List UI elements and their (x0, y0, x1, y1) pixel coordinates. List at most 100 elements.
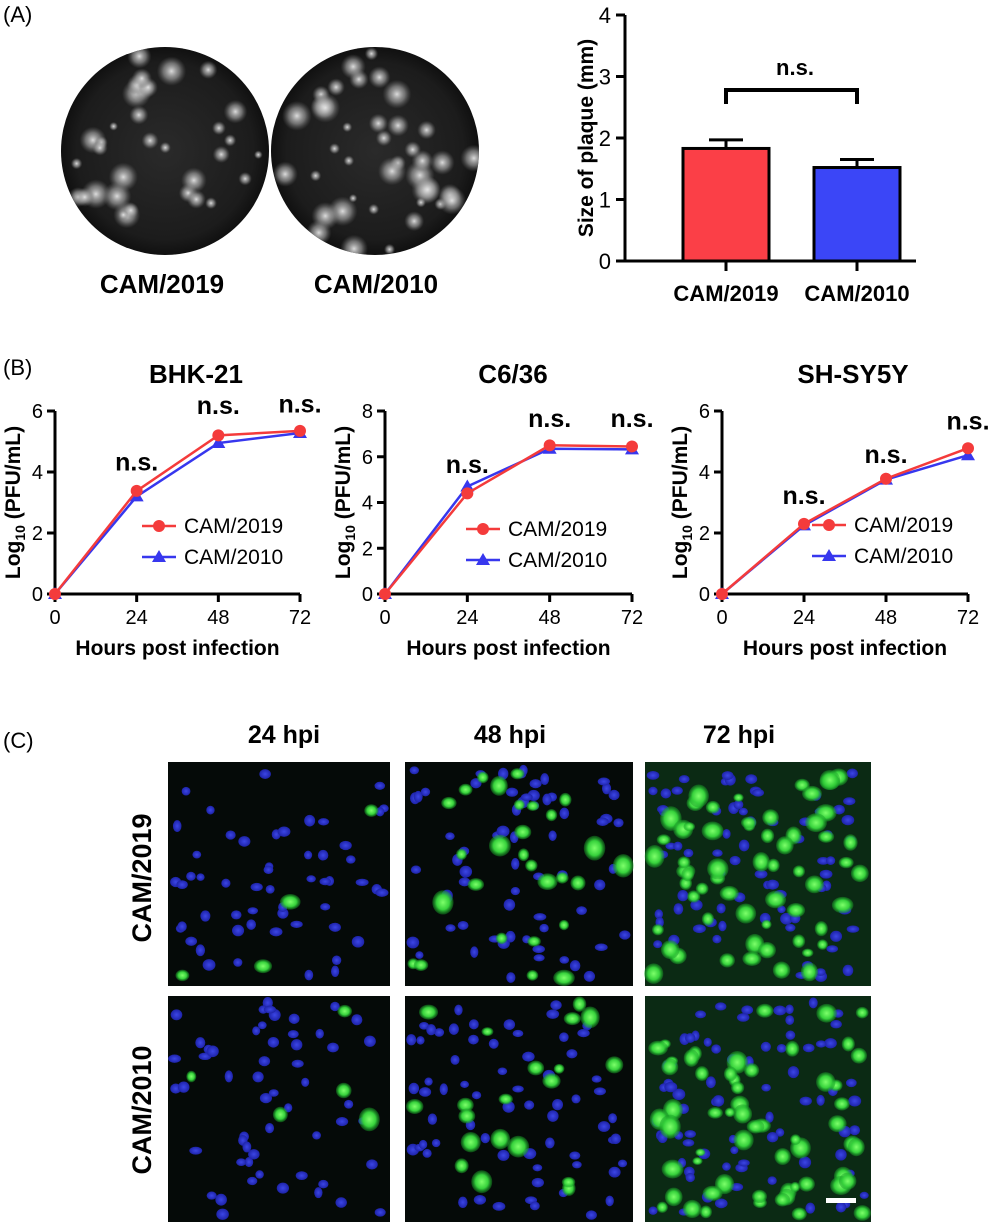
plaque-spot (306, 220, 332, 246)
infected-cell (661, 940, 680, 960)
data-point-circle (716, 588, 728, 600)
nucleus (335, 1197, 347, 1208)
nucleus (339, 840, 352, 851)
nucleus (306, 875, 316, 883)
nucleus (355, 878, 369, 887)
plaque-spot (131, 68, 152, 89)
infected-cell (471, 1170, 493, 1194)
nucleus (468, 1019, 479, 1030)
nucleus (673, 903, 684, 915)
nucleus (529, 1201, 540, 1211)
nucleus (450, 1054, 460, 1065)
nucleus (715, 1002, 727, 1011)
data-point-circle (798, 517, 810, 530)
infected-cell (253, 959, 273, 974)
nucleus (617, 1159, 628, 1168)
infected-cell (774, 1193, 791, 1207)
nucleus (186, 871, 196, 881)
infected-cell (719, 885, 739, 901)
nucleus (683, 848, 694, 858)
legend-label: CAM/2010 (854, 545, 953, 568)
nucleus (439, 1083, 448, 1096)
nucleus (754, 869, 768, 879)
nucleus (594, 943, 608, 951)
nucleus (236, 1158, 247, 1166)
nucleus (805, 1202, 816, 1214)
nucleus (848, 1095, 862, 1107)
nucleus (448, 1023, 459, 1035)
nucleus (172, 820, 182, 832)
infected-cell (651, 924, 664, 936)
nucleus (416, 1036, 425, 1045)
nucleus (591, 1075, 602, 1083)
nucleus (230, 910, 242, 920)
infected-cell (559, 792, 572, 807)
y-tick-label: 3 (599, 65, 611, 90)
nucleus (345, 855, 356, 864)
plaque-spot (417, 120, 436, 140)
nucleus (312, 1131, 321, 1140)
plaque-spot (309, 170, 322, 182)
plaque-spot (368, 66, 391, 89)
infected-cell (762, 809, 779, 826)
nucleus (550, 1000, 562, 1010)
legend-label: CAM/2019 (508, 518, 607, 541)
infected-cell (555, 872, 569, 884)
nucleus (835, 1148, 847, 1161)
data-point-circle (212, 429, 225, 442)
plaque-spot (310, 92, 341, 123)
nucleus (849, 1125, 861, 1136)
nucleus (608, 1113, 617, 1124)
nucleus (729, 855, 741, 866)
micrograph-r1-c1 (168, 762, 390, 986)
nucleus (244, 1156, 254, 1168)
micrograph-background (405, 762, 633, 986)
plaque-spot (340, 234, 368, 255)
nucleus (277, 826, 291, 837)
column-label-24hpi: 24 hpi (248, 721, 320, 749)
nucleus (569, 960, 581, 972)
infected-cell (495, 932, 508, 945)
y-axis-label-sub: 10 (679, 525, 695, 541)
nucleus (716, 903, 726, 914)
nucleus (304, 850, 313, 860)
infected-cell (695, 1148, 706, 1157)
nucleus (660, 788, 672, 799)
x-tick-label: 48 (207, 607, 229, 629)
column-label-48hpi: 48 hpi (474, 721, 546, 749)
nucleus (301, 1077, 310, 1087)
nucleus (596, 817, 609, 827)
infected-cell (454, 1158, 469, 1174)
infected-cell (413, 959, 429, 971)
nucleus (859, 1191, 869, 1199)
nucleus (730, 1146, 739, 1155)
nucleus (315, 1028, 324, 1039)
y-tick-label: 6 (362, 447, 373, 469)
y-tick-label: 4 (699, 462, 710, 484)
infected-cell (752, 852, 770, 872)
infected-cell (785, 1040, 800, 1057)
nucleus (722, 828, 731, 839)
legend-marker-circle (153, 520, 165, 532)
nucleus (692, 924, 706, 934)
nucleus (259, 1093, 273, 1104)
y-axis-label-main: Log (669, 541, 692, 579)
nucleus (835, 1201, 847, 1213)
infected-cell (853, 1205, 872, 1221)
nucleus (682, 1139, 695, 1147)
infected-cell (175, 969, 190, 982)
nucleus (185, 936, 198, 946)
infected-cell (558, 919, 570, 931)
infected-cell (818, 830, 835, 843)
nucleus (189, 1146, 203, 1155)
plaque-spot (102, 181, 132, 211)
nucleus (824, 1038, 837, 1049)
x-tick-label: 72 (957, 607, 979, 629)
nucleus (200, 910, 211, 922)
plaque-spot (272, 161, 298, 187)
y-axis-label-sub: 10 (342, 525, 358, 541)
nucleus (761, 1083, 771, 1092)
infected-cell (731, 1081, 745, 1095)
